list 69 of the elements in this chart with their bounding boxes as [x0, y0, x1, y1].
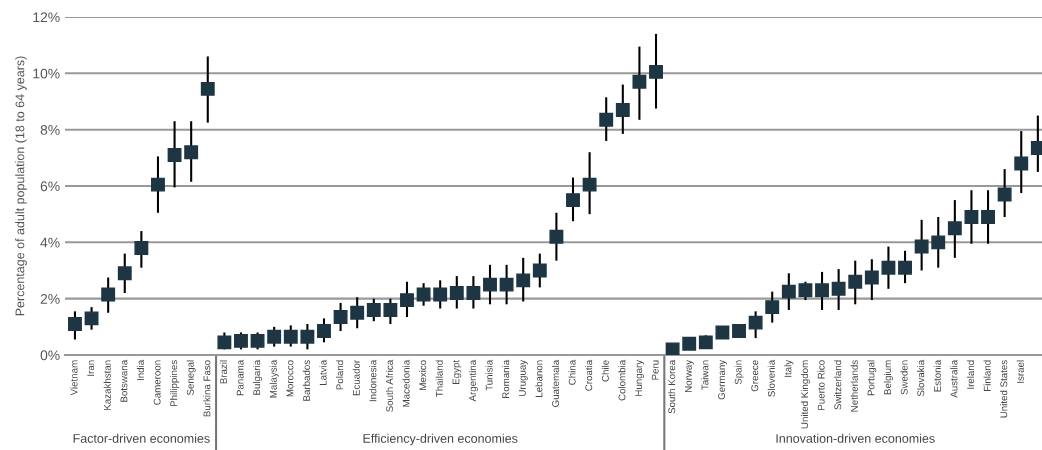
x-tick-label: Colombia	[618, 359, 626, 401]
x-tick-label: Panama	[236, 359, 244, 396]
x-tick-label: Poland	[336, 360, 344, 390]
x-tick-label: Kazakhstan	[103, 360, 111, 410]
x-tick-label: Morocco	[286, 360, 294, 397]
x-tick-label: Croatia	[585, 359, 593, 391]
x-tick-label: Tunisia	[485, 359, 493, 391]
x-tick-label: Romania	[502, 359, 510, 398]
text: Efficiency-driven economies	[363, 433, 518, 446]
x-tick-label: Argentina	[468, 359, 478, 402]
x-tick-label: United States	[1000, 360, 1008, 418]
y-tick-label: 8%	[40, 125, 60, 135]
x-tick-label: Switzerland	[834, 360, 842, 410]
x-tick-label: Netherlands	[850, 360, 858, 412]
x-tick-label: Italy	[784, 359, 794, 377]
x-tick-label: Latvia	[319, 359, 327, 386]
x-tick-label: Estonia	[933, 359, 941, 392]
x-tick-label: Spain	[734, 360, 744, 385]
x-tick-label: Uruguay	[519, 359, 528, 396]
x-tick-label: Finland	[983, 360, 991, 391]
y-tick-label: 4%	[40, 237, 60, 248]
x-tick-label: Ecuador	[352, 360, 360, 396]
x-tick-label: India	[136, 359, 144, 381]
x-tick-label: Vietnam	[70, 360, 78, 396]
x-tick-label: Mexico	[419, 360, 427, 390]
x-tick-label: South Korea	[668, 359, 676, 414]
x-tick-label: Egypt	[452, 359, 462, 384]
x-tick-label: Philippines	[170, 360, 180, 407]
x-tick-label: South Africa	[385, 359, 393, 412]
x-tick-label: Lebanon	[535, 360, 543, 397]
x-tick-label: Slovenia	[767, 359, 775, 397]
x-tick-label: Belgium	[883, 360, 893, 395]
x-tick-label: Thailand	[435, 360, 443, 397]
x-tick-label: Bulgaria	[253, 359, 263, 395]
y-tick-label: 2%	[40, 294, 60, 304]
x-tick-label: Guatemala	[551, 359, 560, 407]
x-tick-label: Norway	[685, 359, 694, 393]
x-tick-label: Malaysia	[269, 359, 279, 398]
x-tick-label: Hungary	[635, 359, 644, 396]
x-tick-label: Slovakia	[917, 359, 925, 397]
x-tick-label: Sweden	[900, 360, 908, 395]
text: Innovation-driven economies	[776, 433, 935, 443]
x-tick-label: China	[568, 359, 576, 385]
x-tick-label: Cameroon	[153, 360, 161, 405]
x-tick-label: Germany	[718, 359, 727, 400]
x-tick-label: Israel	[1016, 360, 1024, 383]
x-tick-label: Barbados	[302, 360, 310, 401]
x-tick-label: Botswana	[120, 359, 128, 402]
y-tick-label: 12%	[33, 12, 60, 23]
x-tick-label: Puerto Rico	[817, 360, 825, 410]
x-tick-label: Macedonia	[402, 359, 410, 407]
x-tick-label: Ireland	[966, 360, 975, 389]
x-tick-label: Peru	[651, 360, 659, 380]
x-tick-label: Brazil	[219, 360, 227, 384]
x-tick-label: Indonesia	[369, 359, 377, 402]
x-tick-label: Burkina Faso	[203, 360, 211, 417]
x-tick-label: Iran	[87, 360, 95, 376]
y-tick-label: 10%	[33, 68, 60, 79]
x-tick-label: Taiwan	[701, 360, 709, 390]
y-axis-title: Percentage of adult population (18 to 64 years)	[15, 56, 27, 316]
x-tick-label: Portugal	[867, 360, 877, 396]
x-tick-label: Chile	[601, 360, 609, 382]
y-tick-label: 6%	[40, 181, 60, 192]
y-tick-label: 0%	[40, 350, 60, 361]
x-tick-label: Australia	[950, 359, 958, 398]
text: Factor-driven economies	[73, 433, 210, 443]
x-tick-label: Senegal	[186, 360, 196, 396]
x-tick-label: United Kingdom	[800, 360, 810, 429]
x-tick-label: Greece	[751, 360, 759, 392]
